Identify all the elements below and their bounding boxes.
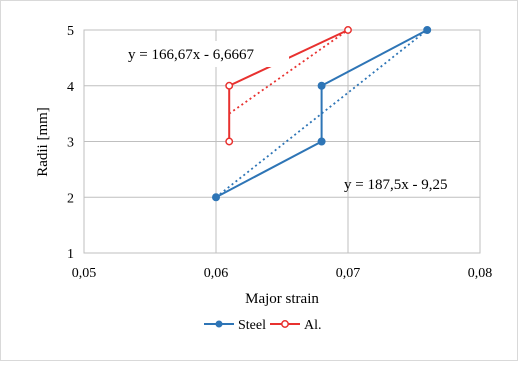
y-tick-label: 1 bbox=[67, 247, 74, 262]
plot-area-border bbox=[83, 29, 481, 254]
x-axis-label: Major strain bbox=[245, 291, 319, 307]
equation-background bbox=[119, 41, 289, 67]
x-tick-label: 0,06 bbox=[204, 266, 229, 281]
data-point-steel bbox=[317, 137, 326, 146]
legend-label-al: Al. bbox=[304, 318, 322, 333]
data-point-al bbox=[225, 81, 234, 90]
grid bbox=[83, 29, 481, 254]
y-tick-label: 2 bbox=[67, 191, 74, 206]
legend-marker-steel bbox=[215, 320, 223, 328]
y-tick-label: 5 bbox=[67, 24, 74, 39]
y-tick-label: 3 bbox=[67, 136, 74, 151]
data-point-steel bbox=[212, 193, 220, 202]
tick-labels: 1 2 3 4 5 0,05 0,06 0,07 0,08 bbox=[67, 24, 492, 281]
y-axis-label: Radii [mm] bbox=[35, 107, 51, 177]
y-tick-label: 4 bbox=[67, 80, 74, 95]
x-tick-label: 0,05 bbox=[72, 266, 97, 281]
trendline-equation-al: y = 166,67x - 6,6667 bbox=[128, 47, 254, 63]
x-tick-label: 0,08 bbox=[468, 266, 493, 281]
series-line-steel bbox=[215, 29, 428, 199]
trendline-al bbox=[228, 29, 349, 115]
legend-marker-al bbox=[281, 320, 289, 328]
data-point-al bbox=[344, 26, 352, 34]
strain-radii-chart: 1 2 3 4 5 0,05 0,06 0,07 0,08 y = 166,67x - 6,66… bbox=[35, 24, 492, 333]
data-point-steel bbox=[317, 81, 326, 90]
data-point-al bbox=[225, 137, 234, 146]
legend-label-steel: Steel bbox=[238, 318, 266, 333]
x-tick-label: 0,07 bbox=[336, 266, 361, 281]
trendlines bbox=[215, 29, 428, 198]
data-point-steel bbox=[423, 26, 432, 34]
trendline-equation-steel: y = 187,5x - 9,25 bbox=[344, 177, 447, 193]
legend: Steel Al. bbox=[204, 318, 322, 333]
series bbox=[212, 26, 432, 202]
equation-labels: y = 166,67x - 6,6667 y = 187,5x - 9,25 bbox=[119, 41, 447, 193]
